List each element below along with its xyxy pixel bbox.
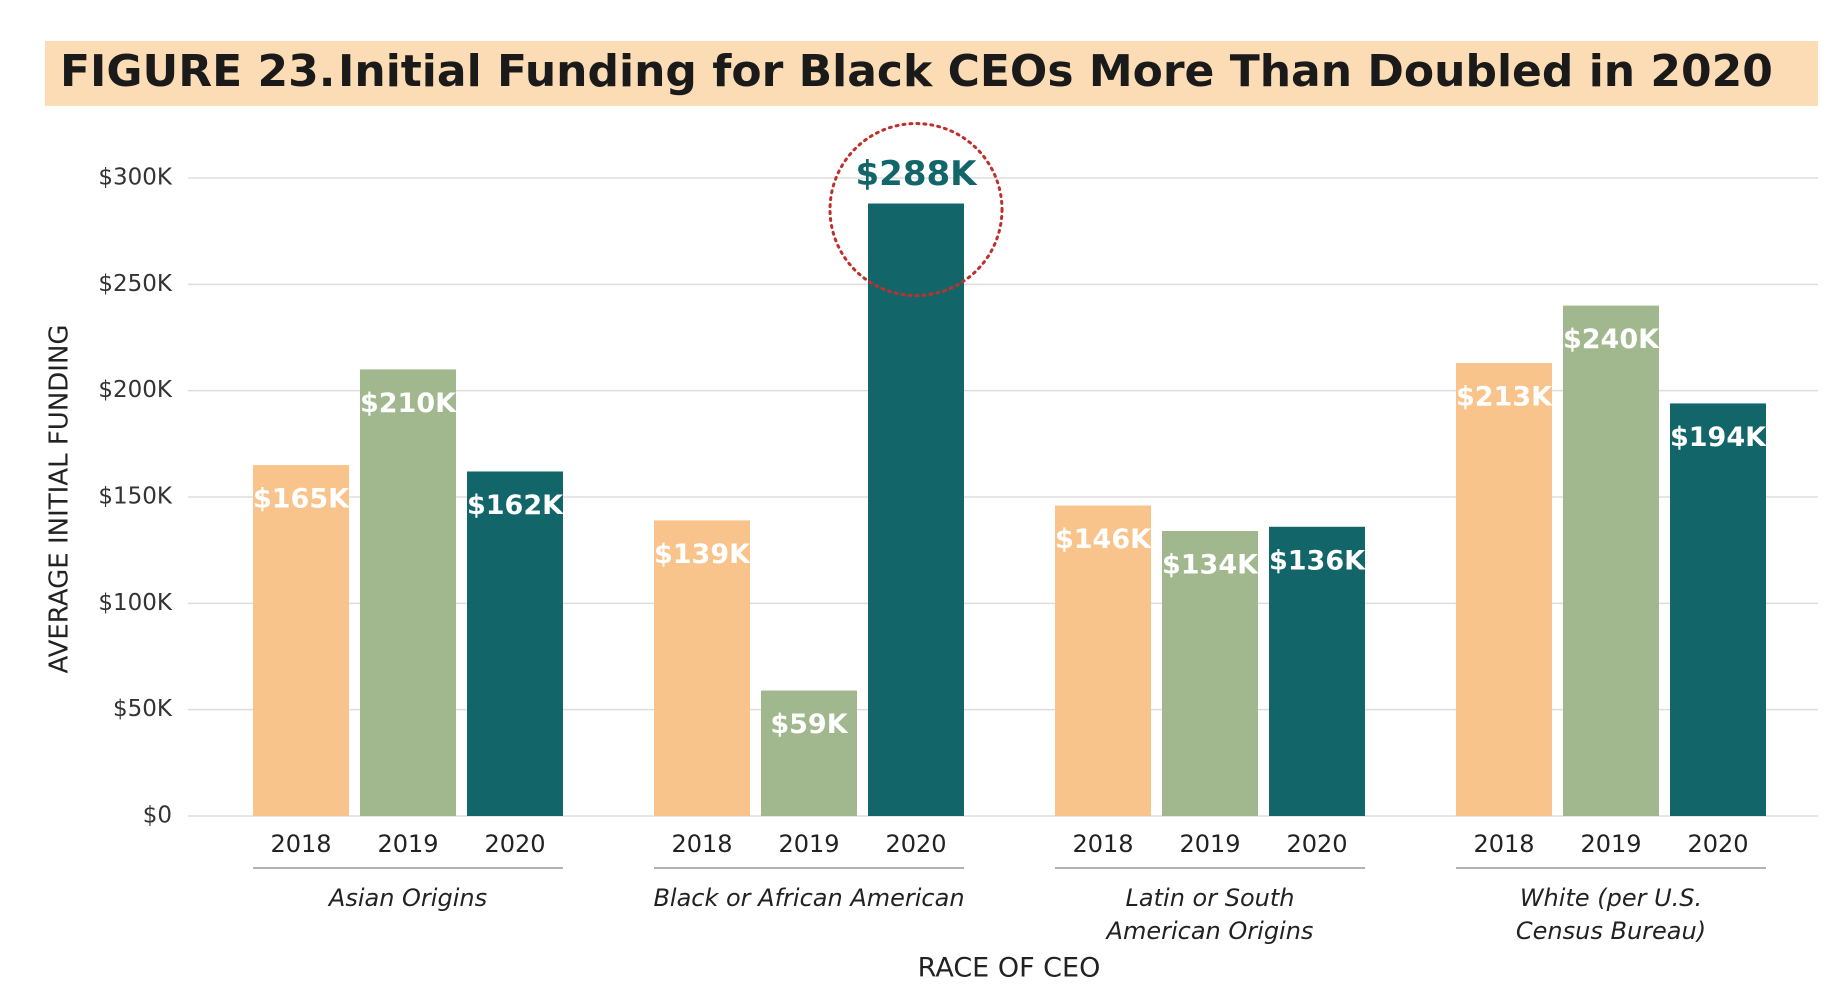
value-label: $165K	[253, 484, 350, 515]
y-tick-label: $100K	[98, 590, 173, 616]
bar	[654, 520, 750, 816]
value-label: $139K	[654, 539, 751, 570]
x-tick-label: 2020	[1687, 830, 1748, 858]
category-label: White (per U.S. Census Bureau)	[1515, 884, 1707, 945]
y-tick-label: $200K	[98, 377, 173, 403]
y-tick-label: $300K	[98, 165, 173, 191]
x-tick-label: 2020	[484, 830, 545, 858]
value-label: $210K	[360, 388, 457, 419]
bar	[253, 465, 349, 816]
y-tick-label: $250K	[98, 271, 173, 297]
value-label: $240K	[1563, 324, 1660, 355]
value-label: $136K	[1269, 545, 1366, 576]
value-label: $213K	[1456, 382, 1553, 413]
category-label: Black or African American	[653, 884, 965, 912]
bar	[1456, 363, 1552, 816]
x-tick-label: 2018	[270, 830, 331, 858]
title-band	[45, 41, 1818, 106]
value-label: $134K	[1162, 550, 1259, 581]
value-label: $59K	[770, 709, 848, 740]
value-label: $162K	[467, 490, 564, 521]
x-tick-label: 2018	[1072, 830, 1133, 858]
category-label: Latin or South American Origins	[1106, 884, 1314, 945]
x-tick-label: 2018	[671, 830, 732, 858]
x-tick-label: 2019	[778, 830, 839, 858]
x-tick-label: 2019	[1179, 830, 1240, 858]
bar	[1670, 403, 1766, 816]
category-label: Asian Origins	[328, 884, 488, 912]
bar	[1162, 531, 1258, 816]
x-axis-label: RACE OF CEO	[918, 953, 1101, 984]
bar	[868, 203, 964, 816]
bar	[1055, 505, 1151, 816]
figure-label: FIGURE 23.	[60, 46, 335, 97]
y-tick-label: $50K	[113, 696, 173, 722]
value-label: $146K	[1055, 524, 1152, 555]
y-tick-label: $0	[143, 803, 172, 829]
bar	[1563, 305, 1659, 816]
x-tick-label: 2018	[1473, 830, 1534, 858]
x-tick-label: 2019	[377, 830, 438, 858]
x-tick-label: 2020	[1286, 830, 1347, 858]
bar	[467, 471, 563, 816]
bar	[1269, 526, 1365, 816]
value-label: $288K	[856, 154, 979, 194]
chart-title: Initial Funding for Black CEOs More Than…	[338, 46, 1773, 97]
bar	[761, 690, 857, 816]
x-tick-label: 2019	[1580, 830, 1641, 858]
y-tick-label: $150K	[98, 484, 173, 510]
value-label: $194K	[1670, 422, 1767, 453]
y-axis-label: AVERAGE INITIAL FUNDING	[45, 324, 75, 673]
highlight-circle	[828, 122, 1004, 298]
x-tick-label: 2020	[885, 830, 946, 858]
bar	[360, 369, 456, 816]
